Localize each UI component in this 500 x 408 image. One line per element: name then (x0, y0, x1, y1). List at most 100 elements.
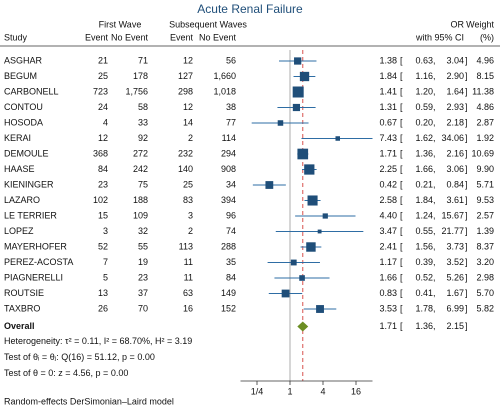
study-marker (281, 289, 290, 298)
ci-comma: , (433, 257, 436, 267)
ci-high: 34.06 (441, 133, 464, 143)
ci-low: 0.52 (415, 272, 433, 282)
count: 288 (221, 241, 236, 251)
study-marker (277, 120, 284, 126)
count: 16 (183, 303, 193, 313)
column-header: Study (4, 32, 28, 42)
count: 58 (138, 102, 148, 112)
ci-bracket: ] (465, 272, 468, 282)
count: 70 (138, 303, 148, 313)
ci-high: 2.15 (446, 321, 464, 331)
count: 83 (183, 195, 193, 205)
or-value: 0.42 (379, 179, 397, 189)
weight: 10.69 (471, 148, 494, 158)
ci-high: 21.77 (441, 226, 464, 236)
study-name: HOSODA (4, 117, 43, 127)
ci-comma: , (433, 148, 436, 158)
ci-comma: , (433, 321, 436, 331)
count: 52 (98, 241, 108, 251)
ci-low: 0.41 (415, 288, 433, 298)
ci-bracket: ] (465, 257, 468, 267)
count: 25 (98, 71, 108, 81)
count: 723 (93, 86, 108, 96)
study-name: HAASE (4, 164, 35, 174)
ci-comma: , (433, 272, 436, 282)
count: 32 (138, 226, 148, 236)
count: 1,018 (213, 86, 236, 96)
ci-bracket: [ (400, 321, 403, 331)
ci-bracket: ] (465, 86, 468, 96)
or-value: 4.40 (379, 210, 397, 220)
count: 188 (133, 195, 148, 205)
ci-high: 2.93 (446, 102, 464, 112)
ci-comma: , (433, 164, 436, 174)
count: 55 (138, 241, 148, 251)
study-name: ROUTSIE (4, 288, 44, 298)
ci-low: 0.20 (415, 117, 433, 127)
ci-bracket: ] (465, 226, 468, 236)
ci-comma: , (433, 102, 436, 112)
study-name: PEREZ-ACOSTA (4, 257, 73, 267)
or-value: 3.47 (379, 226, 397, 236)
ci-comma: , (433, 210, 436, 220)
count: 1,756 (125, 86, 148, 96)
ci-bracket: [ (400, 133, 403, 143)
ci-bracket: ] (465, 321, 468, 331)
count: 394 (221, 195, 236, 205)
ci-high: 1.64 (446, 86, 464, 96)
effect-header: with 95% CI (415, 32, 464, 42)
study-marker (265, 181, 274, 189)
count: 14 (183, 117, 193, 127)
count: 15 (98, 210, 108, 220)
ci-bracket: [ (400, 164, 403, 174)
count: 63 (183, 288, 193, 298)
count: 74 (226, 226, 236, 236)
count: 7 (103, 257, 108, 267)
study-name: TAXBRO (4, 303, 40, 313)
weight: 9.90 (476, 164, 494, 174)
study-marker (292, 86, 304, 98)
chart-title: Acute Renal Failure (197, 2, 303, 16)
weight: 1.92 (476, 133, 494, 143)
count: 71 (138, 55, 148, 65)
ci-comma: , (433, 117, 436, 127)
count: 35 (226, 257, 236, 267)
weight-header: Weight (466, 19, 494, 29)
ci-bracket: [ (400, 210, 403, 220)
ci-bracket: ] (465, 102, 468, 112)
count: 1,660 (213, 71, 236, 81)
ci-comma: , (433, 195, 436, 205)
count: 24 (98, 102, 108, 112)
ci-bracket: ] (465, 55, 468, 65)
ci-bracket: ] (465, 148, 468, 158)
column-header: No Event (199, 32, 237, 42)
study-marker (294, 57, 302, 65)
study-marker (316, 305, 324, 313)
count: 3 (188, 210, 193, 220)
count: 11 (184, 272, 193, 282)
count: 908 (221, 164, 236, 174)
ci-bracket: [ (400, 303, 403, 313)
ci-bracket: [ (400, 71, 403, 81)
ci-low: 1.66 (415, 164, 433, 174)
study-marker (297, 148, 309, 160)
count: 152 (221, 303, 236, 313)
ci-bracket: [ (400, 257, 403, 267)
count: 23 (98, 179, 108, 189)
weight: 3.20 (476, 257, 494, 267)
ci-comma: , (433, 179, 436, 189)
ci-bracket: [ (400, 241, 403, 251)
ci-high: 2.18 (446, 117, 464, 127)
weight: 5.70 (476, 288, 494, 298)
ci-bracket: [ (400, 272, 403, 282)
count: 2 (188, 133, 193, 143)
count: 298 (178, 86, 193, 96)
column-header: Event (170, 32, 194, 42)
study-marker (322, 213, 328, 219)
ci-bracket: [ (400, 55, 403, 65)
ci-bracket: [ (400, 148, 403, 158)
study-marker (317, 229, 322, 234)
weight: 1.39 (476, 226, 494, 236)
count: 127 (178, 71, 193, 81)
ci-low: 0.63 (415, 55, 433, 65)
